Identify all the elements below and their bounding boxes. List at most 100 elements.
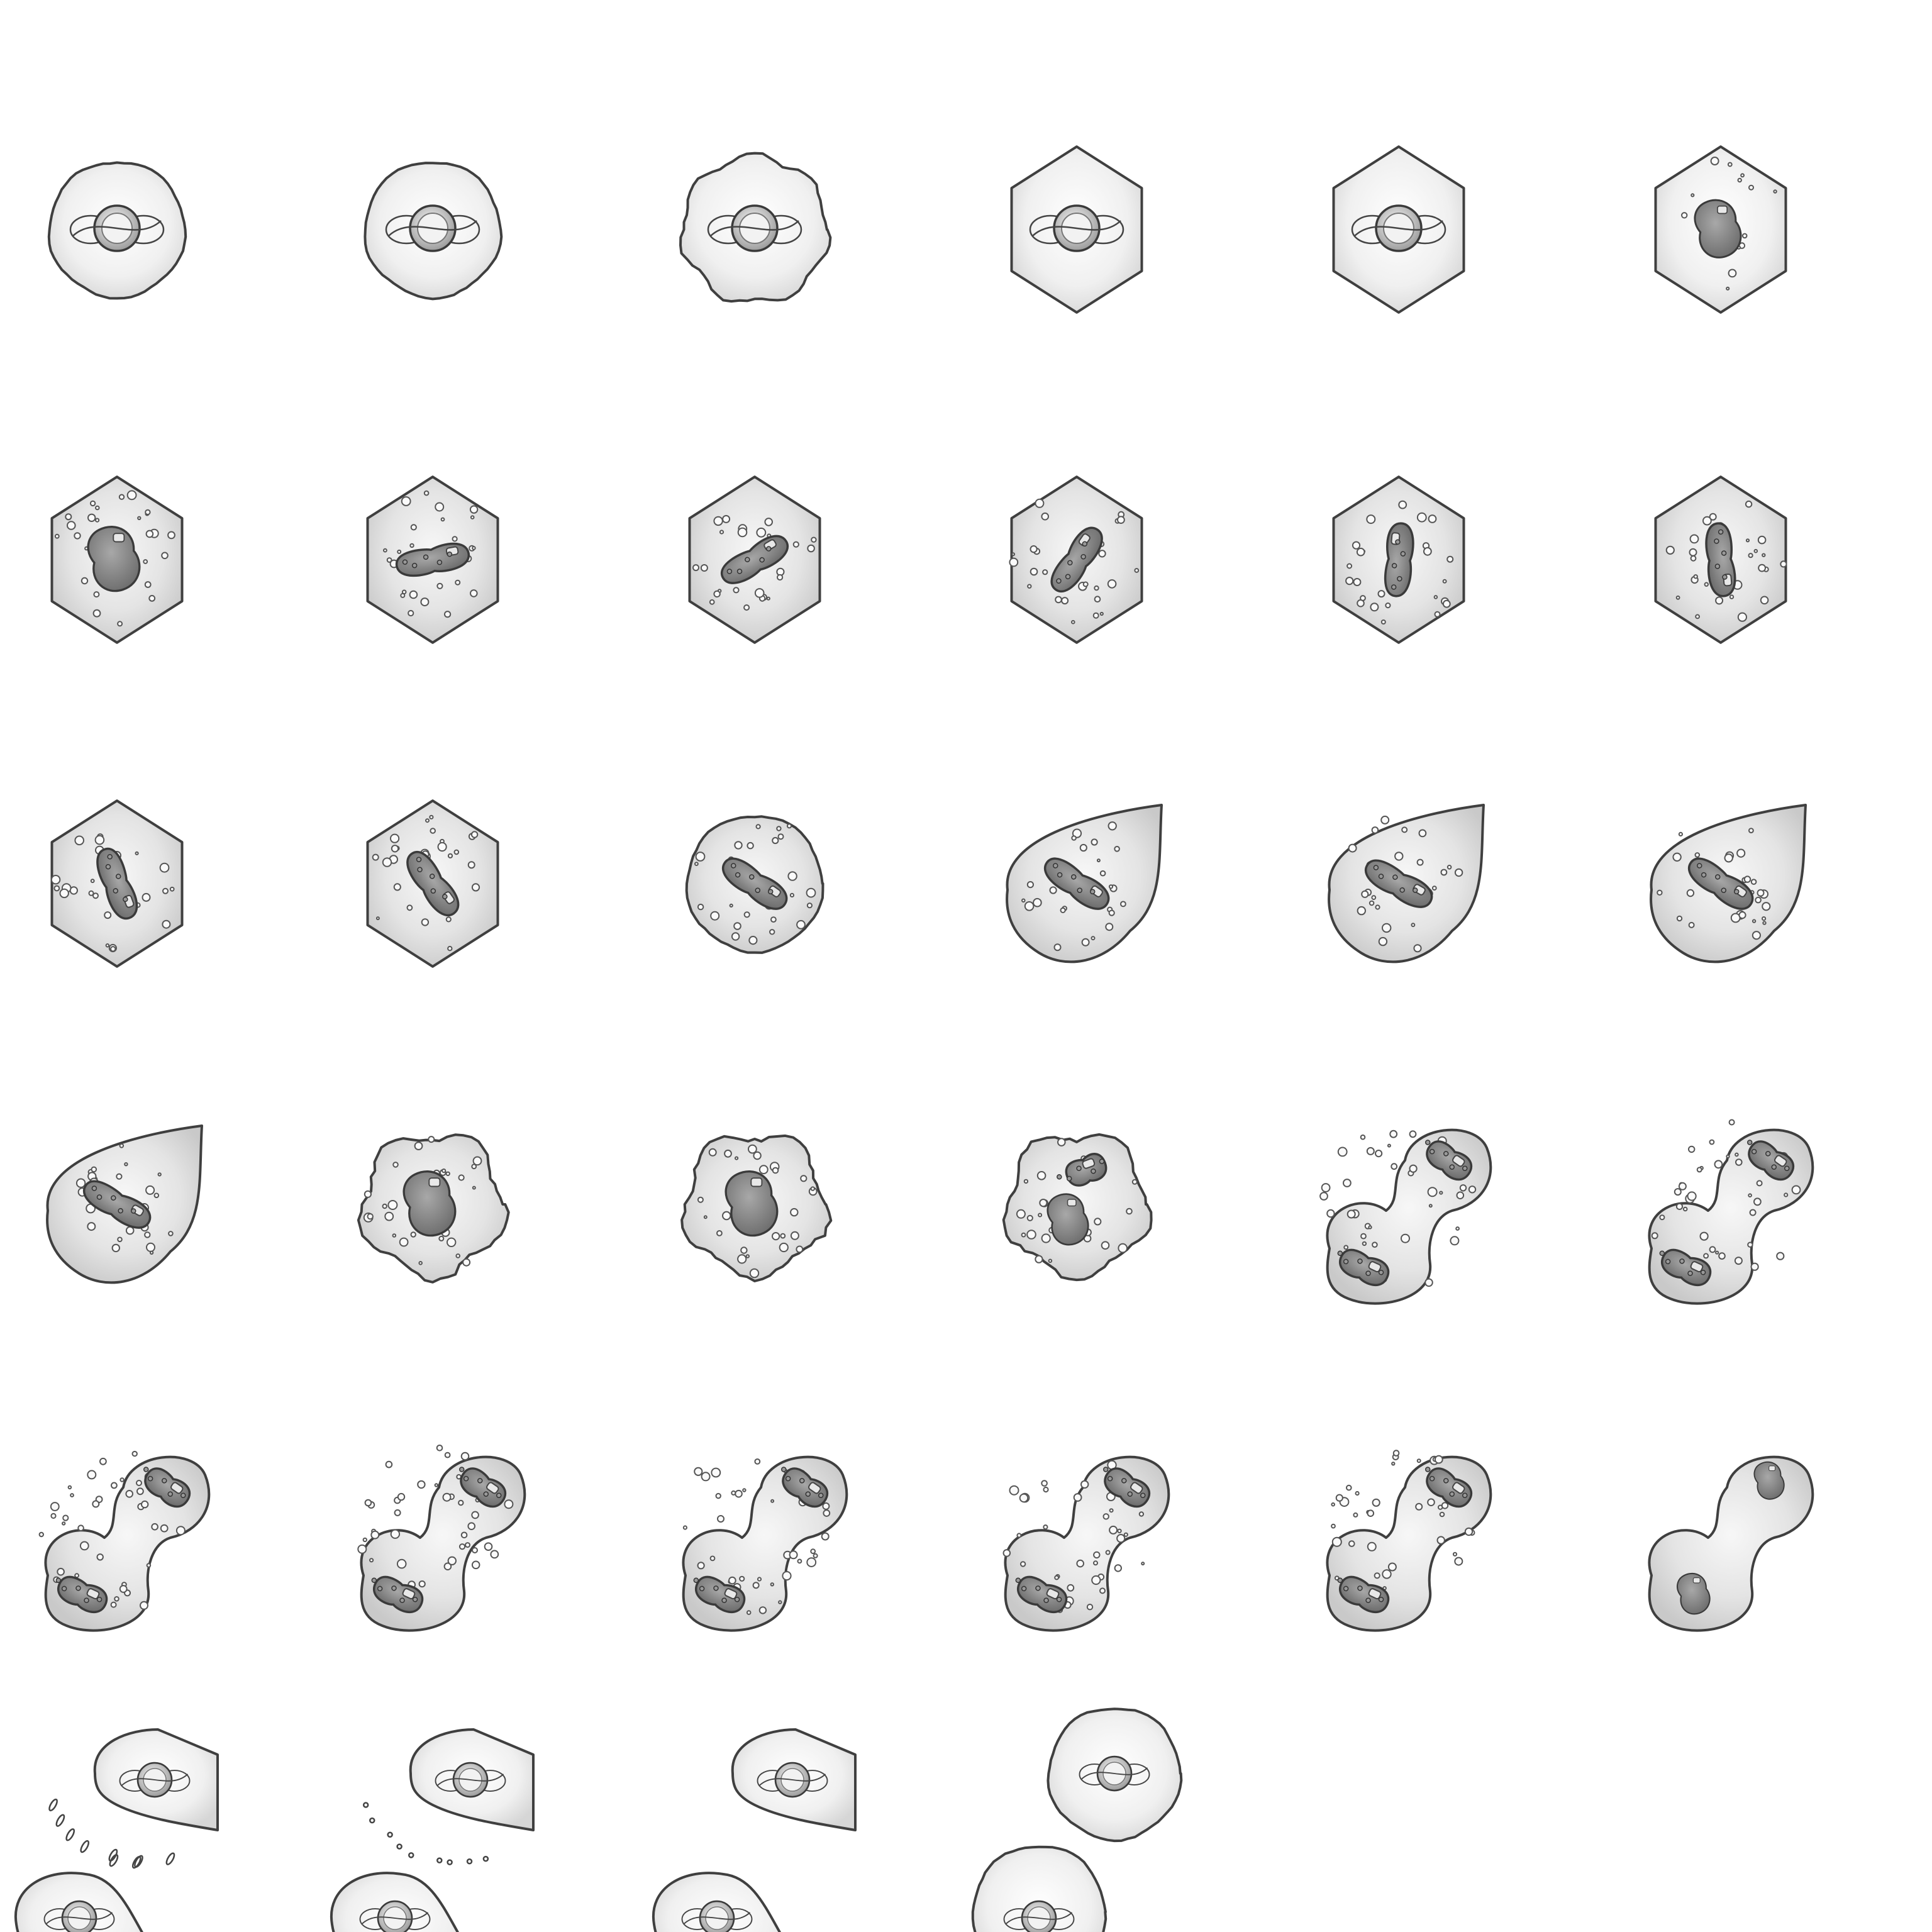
frame-22 (1002, 1133, 1153, 1282)
granules (383, 490, 479, 618)
granules (697, 1144, 818, 1279)
frame-10 (1009, 475, 1143, 644)
chromosome-bar (1050, 526, 1103, 592)
chromosome-bar (722, 857, 788, 910)
frame-25 (38, 1450, 211, 1632)
nucleus-ring (43, 1900, 115, 1932)
frame-28 (1002, 1455, 1170, 1632)
frame-34 (971, 1707, 1183, 1932)
frame-24 (1648, 1119, 1814, 1305)
frame-7 (50, 475, 184, 644)
chromosome-bar (1015, 1575, 1068, 1613)
nucleus-ring (385, 204, 480, 252)
frame-27 (682, 1455, 848, 1632)
frame-13 (50, 799, 184, 968)
daughter-cell-bottom (14, 1872, 143, 1932)
chromosome-bar (143, 1467, 191, 1508)
nucleus-ring (69, 204, 165, 252)
debris-dots (362, 1802, 489, 1865)
granules (357, 1445, 514, 1589)
frame-5 (1332, 145, 1465, 314)
frame-12 (1654, 475, 1787, 644)
nucleus-ring (681, 1900, 753, 1932)
frame-14 (366, 799, 499, 968)
frame-6 (1654, 145, 1787, 314)
nucleus-ring (435, 1762, 506, 1798)
granules (1657, 828, 1771, 940)
chromosome-bar (459, 1467, 507, 1508)
daughter-cell-bottom (330, 1872, 459, 1932)
chromosome-bar (1337, 1248, 1390, 1286)
nucleus-ring (1351, 204, 1446, 252)
frame-32 (330, 1728, 535, 1932)
cell-membrane (1648, 1455, 1814, 1632)
chromosome-bar (406, 851, 460, 916)
frame-23 (1319, 1128, 1492, 1305)
chromosome-bar (781, 1467, 829, 1508)
frame-2 (364, 162, 503, 301)
chromosome-bar (1425, 1140, 1473, 1181)
frame-8 (366, 475, 499, 644)
nucleus-blob (1046, 1193, 1089, 1246)
chromosome-bar (1384, 522, 1414, 597)
frames-layer (14, 145, 1814, 1932)
chromosome-bar (1044, 857, 1110, 910)
chromosome-bar (1425, 1467, 1473, 1508)
frame-3 (679, 152, 832, 303)
chromosome-bar (720, 535, 789, 584)
nucleus-blob (1753, 1461, 1785, 1500)
frame-29 (1326, 1450, 1492, 1632)
granules (1331, 1450, 1475, 1609)
chromosome-bar (371, 1575, 424, 1613)
nucleus-ring (1079, 1755, 1150, 1792)
chromosome-bar (1103, 1467, 1151, 1508)
frame-20 (357, 1133, 510, 1284)
granules (1345, 500, 1454, 625)
nucleus-blob (724, 1170, 779, 1237)
granules (1002, 1460, 1145, 1613)
debris-streaks (48, 1798, 175, 1869)
frame-1 (47, 161, 187, 300)
granules (363, 1136, 482, 1267)
chromosome-bar (693, 1575, 746, 1613)
nucleus-ring (359, 1900, 431, 1932)
granules (54, 490, 175, 627)
daughter-cell-bottom (652, 1872, 781, 1932)
frame-4 (1010, 145, 1143, 314)
frame-19 (46, 1124, 203, 1284)
nucleus-ring (119, 1762, 191, 1798)
nucleus-ring (1029, 204, 1124, 252)
chromosome-bar (1688, 857, 1754, 910)
frame-18 (1650, 804, 1807, 963)
frame-21 (680, 1134, 833, 1282)
chromosome-bar (55, 1575, 108, 1613)
nucleus-blob (402, 1170, 457, 1237)
frame-33 (652, 1728, 857, 1932)
frame-11 (1332, 475, 1465, 644)
nucleus-blob (87, 526, 141, 592)
frame-17 (1328, 804, 1485, 963)
chromosome-bar (1747, 1140, 1795, 1181)
nucleus-ring (757, 1762, 828, 1798)
chromosome-bar (83, 1180, 152, 1229)
chromosome-bar (396, 542, 470, 577)
frame-31 (14, 1728, 219, 1932)
nucleus-ring (1003, 1900, 1075, 1932)
daughter-cell-top (409, 1728, 535, 1831)
nucleus-blob (1677, 1572, 1711, 1615)
chromosome-bar (1705, 522, 1736, 597)
frame-30 (1648, 1455, 1814, 1632)
nucleus-ring (707, 204, 802, 252)
chromosome-bar (1659, 1248, 1712, 1286)
frame-15 (685, 815, 824, 954)
daughter-cell-top (731, 1728, 857, 1831)
daughter-cell-bottom (971, 1845, 1108, 1932)
chromosome-bar (1337, 1575, 1390, 1613)
chromosome-bar (1057, 1153, 1108, 1187)
daughter-cell-top (93, 1728, 219, 1831)
nucleus-blob (1694, 199, 1742, 258)
chromosome-bar (1365, 859, 1433, 908)
daughter-cell-top (1046, 1707, 1183, 1843)
granules (38, 1450, 186, 1610)
